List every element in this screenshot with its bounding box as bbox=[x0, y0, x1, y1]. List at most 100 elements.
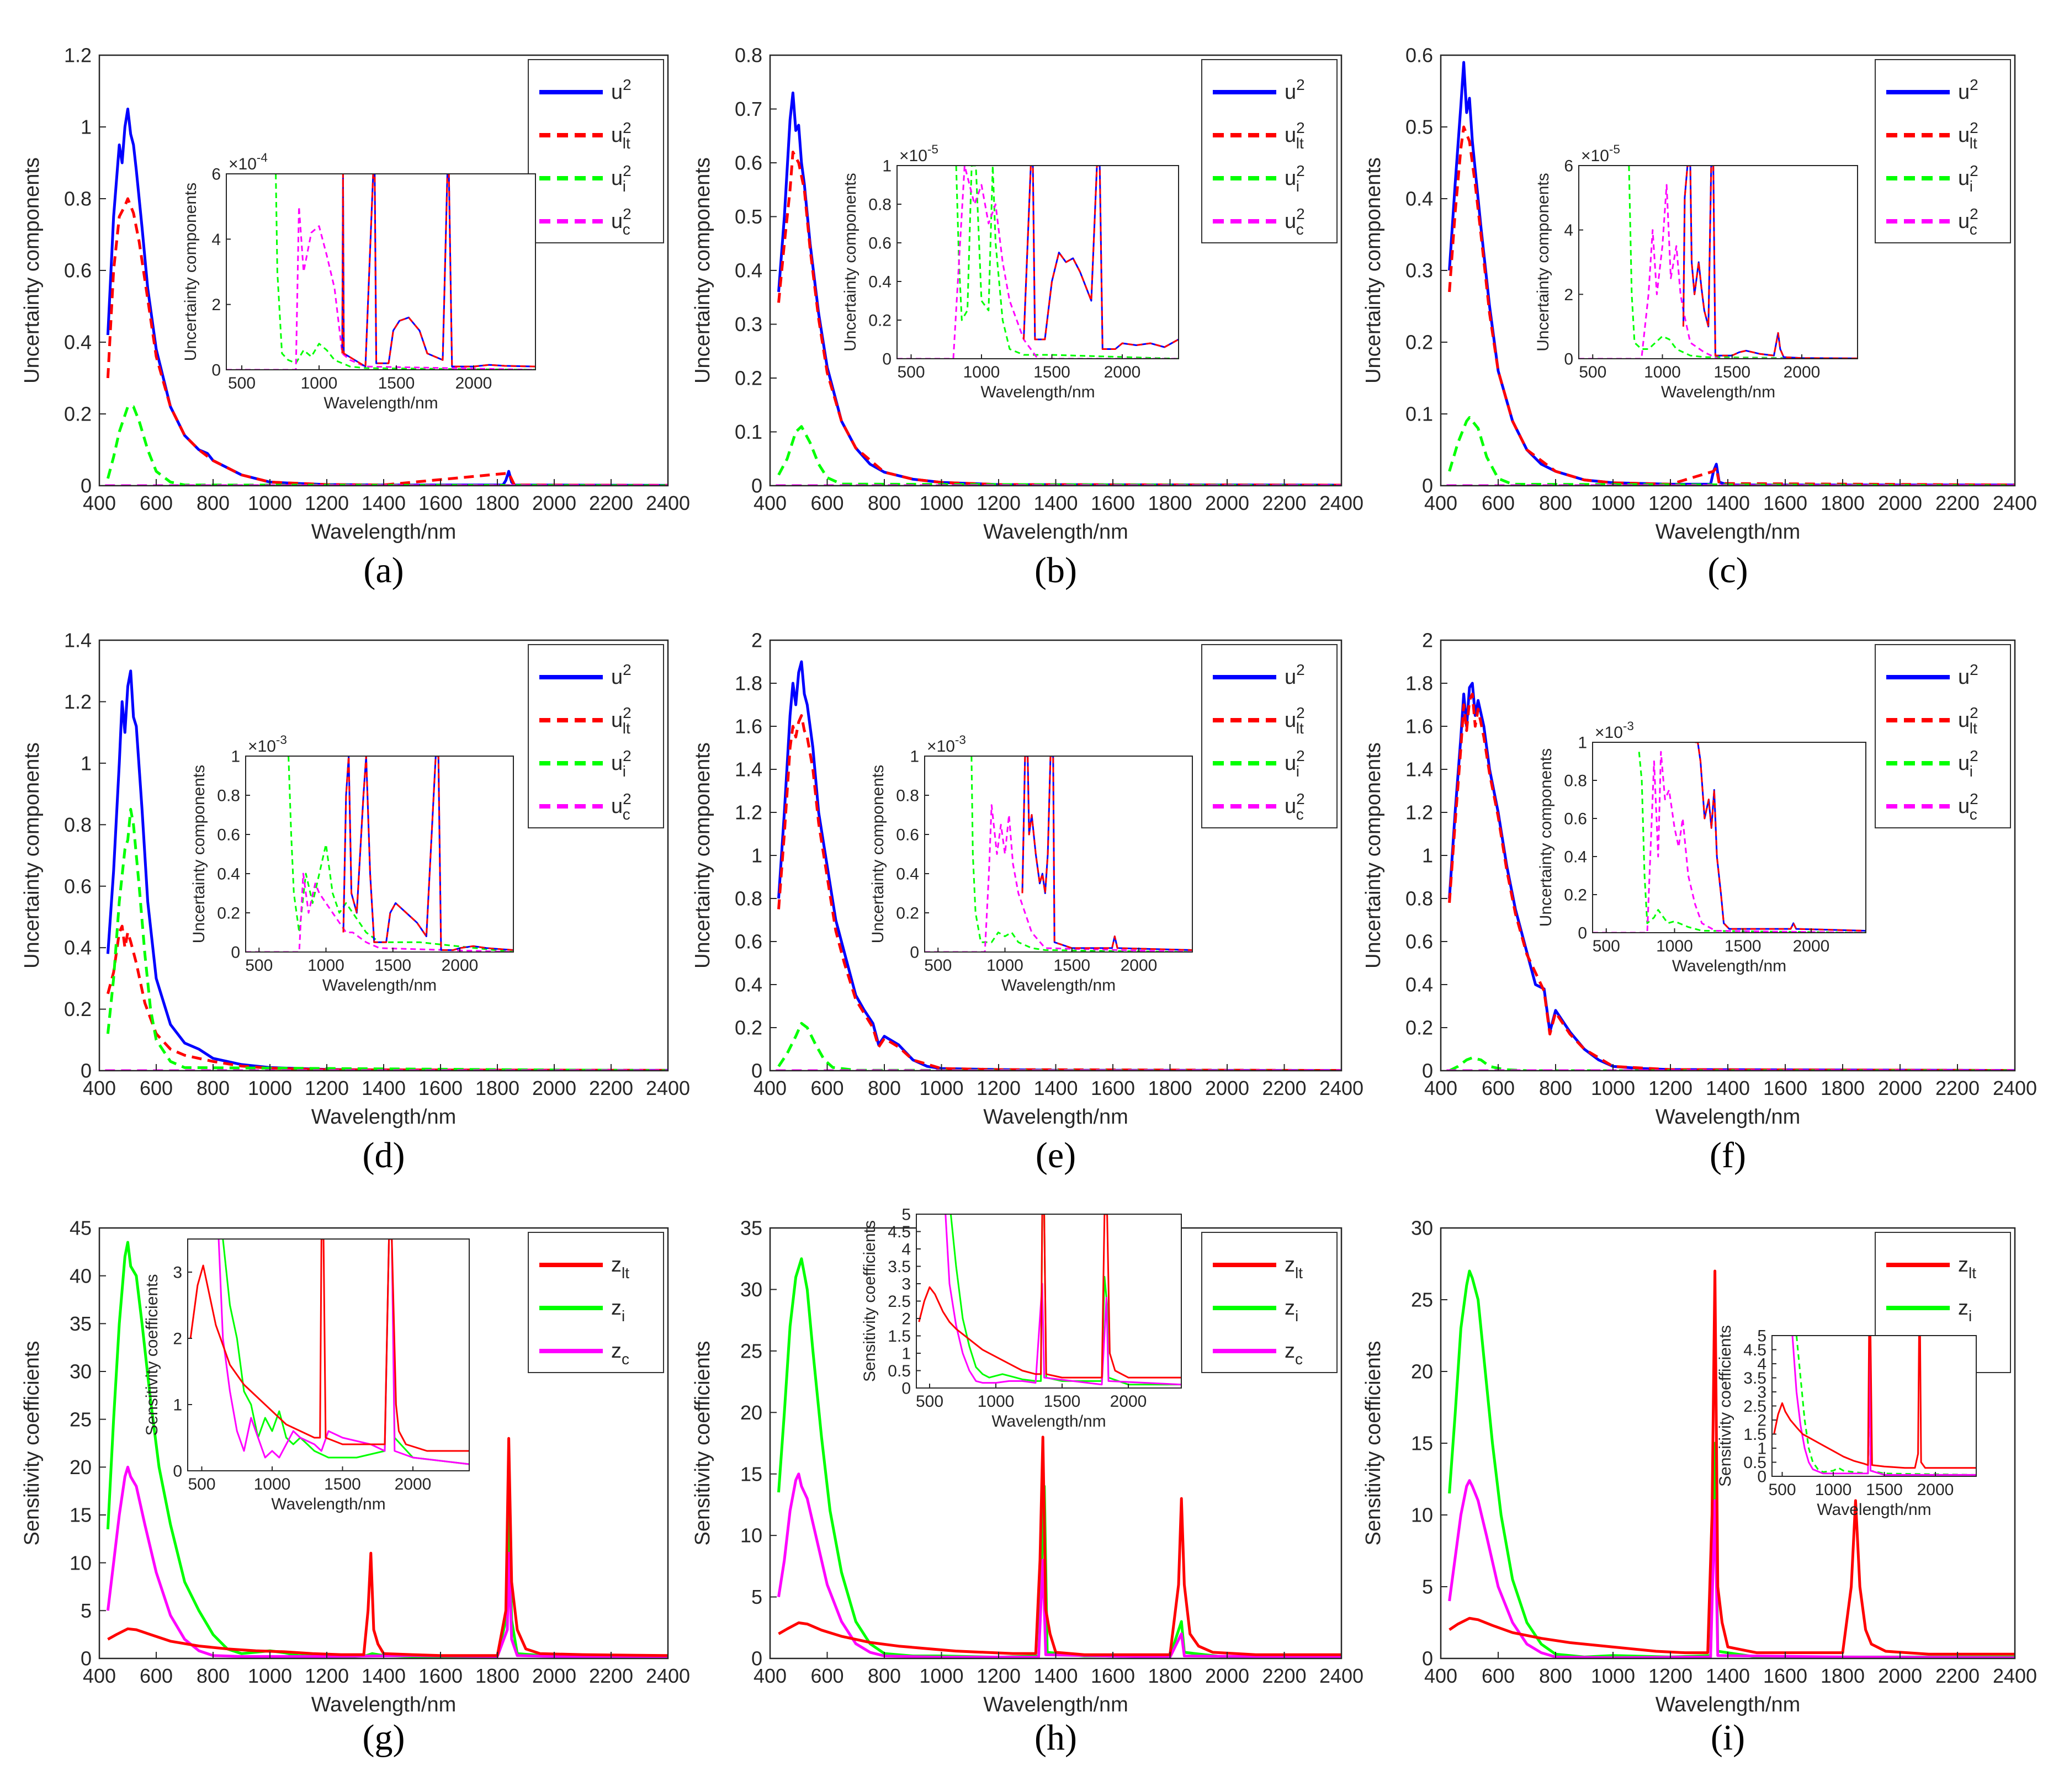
y-tick-label: 2 bbox=[211, 296, 221, 314]
y-tick-label: 5 bbox=[81, 1599, 92, 1622]
y-tick-label: 0.8 bbox=[735, 44, 762, 67]
series-group-inset-e bbox=[925, 756, 1192, 952]
y-tick-label: 0.6 bbox=[868, 235, 892, 253]
x-tick-label: 500 bbox=[245, 956, 273, 975]
x-tick-label: 1400 bbox=[1033, 492, 1078, 514]
axis-exponent-label: ×10-3 bbox=[1595, 719, 1634, 742]
y-tick-label: 40 bbox=[70, 1264, 92, 1287]
x-tick-label: 2000 bbox=[532, 1665, 576, 1687]
y-tick-label: 20 bbox=[740, 1401, 762, 1424]
y-tick-label: 0.8 bbox=[896, 787, 919, 805]
x-tick-label: 1000 bbox=[248, 1077, 292, 1099]
series-line-panel-i-1 bbox=[1448, 1479, 2015, 1658]
series-group-panel-i bbox=[1448, 1269, 2015, 1658]
legend-label-h-0: zlt bbox=[1285, 1253, 1303, 1281]
series-group-panel-g bbox=[106, 1241, 668, 1658]
x-tick-label: 2200 bbox=[589, 1665, 633, 1687]
panel-tag-d: (d) bbox=[363, 1135, 405, 1176]
y-tick-label: 15 bbox=[1411, 1432, 1433, 1455]
axis-exponent-label: ×10-4 bbox=[229, 151, 268, 173]
x-axis-label: Wavelength/nm bbox=[1656, 520, 1801, 544]
legend-label-a-1: u2 lt bbox=[611, 119, 632, 152]
y-tick-label: 0.2 bbox=[1564, 886, 1587, 905]
y-axis-label: Uncertainty components bbox=[182, 183, 200, 361]
y-tick-label: 0.5 bbox=[888, 1362, 911, 1380]
y-tick-label: 0.6 bbox=[1564, 810, 1587, 828]
chart-panel-d: 400 600 800 1000 1200 1400 1600 1800 2000 2200 240… bbox=[20, 629, 690, 1176]
legend-d: u2 u2 lt u2 i u2 c bbox=[528, 644, 664, 828]
x-tick-label: 600 bbox=[810, 1077, 843, 1099]
series-line-inset-d-0 bbox=[288, 756, 513, 952]
legend-label-b-1: u2 lt bbox=[1285, 119, 1305, 152]
x-tick-label: 2200 bbox=[589, 1077, 633, 1099]
y-axis-label: Uncertainty components bbox=[190, 765, 208, 944]
legend-e: u2 u2 lt u2 i u2 c bbox=[1201, 644, 1338, 828]
chart-panel-f: 400 600 800 1000 1200 1400 1600 1800 2000 2200 240… bbox=[1362, 629, 2037, 1176]
y-tick-label: 1.5 bbox=[888, 1327, 911, 1346]
x-tick-label: 1200 bbox=[305, 1077, 349, 1099]
x-tick-label: 1600 bbox=[418, 1077, 463, 1099]
y-tick-label: 1 bbox=[1757, 1440, 1766, 1458]
x-tick-label: 2200 bbox=[1935, 1077, 1980, 1099]
y-axis-label: Uncertainty components bbox=[1362, 742, 1385, 969]
x-tick-label: 400 bbox=[83, 492, 116, 514]
x-tick-label: 500 bbox=[228, 374, 256, 392]
legend-label-h-1: zi bbox=[1285, 1296, 1298, 1325]
legend-g: zlt zi zc bbox=[528, 1232, 664, 1373]
x-tick-label: 500 bbox=[924, 956, 952, 975]
y-tick-label: 1.4 bbox=[735, 758, 762, 781]
x-tick-label: 400 bbox=[83, 1077, 116, 1099]
y-tick-label: 0.4 bbox=[64, 937, 92, 959]
x-tick-label: 2000 bbox=[1110, 1392, 1147, 1411]
x-tick-label: 1600 bbox=[1763, 1077, 1807, 1099]
y-tick-label: 0.4 bbox=[735, 974, 762, 996]
x-tick-label: 2200 bbox=[1935, 492, 1980, 514]
x-tick-label: 600 bbox=[140, 1077, 173, 1099]
legend-h: zlt zi zc bbox=[1201, 1232, 1338, 1373]
legend-label-c-2: u2 i bbox=[1958, 162, 1978, 195]
inset-background bbox=[1593, 742, 1866, 933]
series-line-inset-a-3 bbox=[341, 174, 535, 368]
y-axis-label: Uncertainty components bbox=[841, 173, 859, 352]
x-tick-label: 1000 bbox=[986, 956, 1023, 975]
chart-panel-c: 400 600 800 1000 1200 1400 1600 1800 2000 2200 240… bbox=[1362, 44, 2037, 591]
y-tick-label: 1.6 bbox=[1405, 715, 1433, 738]
axis-exponent-label: ×10-5 bbox=[899, 142, 938, 165]
legend-label-g-2: zc bbox=[611, 1339, 629, 1368]
x-tick-label: 1400 bbox=[1706, 492, 1750, 514]
y-tick-label: 1 bbox=[81, 116, 92, 139]
x-tick-label: 1200 bbox=[1648, 492, 1692, 514]
y-tick-label: 0 bbox=[910, 944, 919, 962]
y-tick-label: 1 bbox=[882, 157, 892, 176]
x-tick-label: 1500 bbox=[378, 374, 415, 392]
x-tick-label: 2000 bbox=[1878, 1077, 1922, 1099]
y-tick-label: 0.2 bbox=[1405, 1017, 1433, 1039]
x-axis-label: Wavelength/nm bbox=[322, 976, 437, 995]
series-line-panel-e-1 bbox=[777, 714, 1341, 1071]
series-line-panel-g-2 bbox=[107, 1437, 668, 1657]
inset-b: 500 1000 1500 2000 0 0.2 0.4 0.6 0.8 1 Wavelength/… bbox=[841, 142, 1179, 401]
x-axis-label: Wavelength/nm bbox=[983, 1105, 1128, 1129]
x-tick-label: 500 bbox=[188, 1475, 215, 1493]
x-axis-label: Wavelength/nm bbox=[311, 1105, 457, 1129]
x-tick-label: 2000 bbox=[1917, 1481, 1954, 1499]
x-tick-label: 1400 bbox=[362, 1665, 406, 1687]
series-group-inset-h bbox=[918, 1214, 1181, 1386]
x-tick-label: 1500 bbox=[1725, 937, 1762, 955]
x-tick-label: 1800 bbox=[475, 1665, 519, 1687]
series-group-inset-a bbox=[226, 174, 535, 370]
legend-label-a-2: u2 i bbox=[611, 162, 632, 195]
y-tick-label: 3 bbox=[173, 1264, 182, 1282]
x-tick-label: 600 bbox=[1482, 1665, 1515, 1687]
series-group-panel-c bbox=[1446, 61, 2015, 486]
legend-label-b-3: u2 c bbox=[1285, 205, 1305, 238]
y-tick-label: 4.5 bbox=[888, 1223, 911, 1241]
y-tick-label: 0.4 bbox=[1564, 848, 1587, 866]
y-axis-label: Sensitivity coefficients bbox=[861, 1220, 879, 1382]
series-group-inset-g bbox=[189, 1239, 469, 1465]
y-tick-label: 0.8 bbox=[1564, 772, 1587, 790]
y-tick-label: 0.4 bbox=[735, 259, 762, 282]
inset-background bbox=[897, 166, 1179, 359]
y-tick-label: 0 bbox=[1564, 350, 1573, 369]
x-tick-label: 2000 bbox=[1104, 363, 1141, 381]
